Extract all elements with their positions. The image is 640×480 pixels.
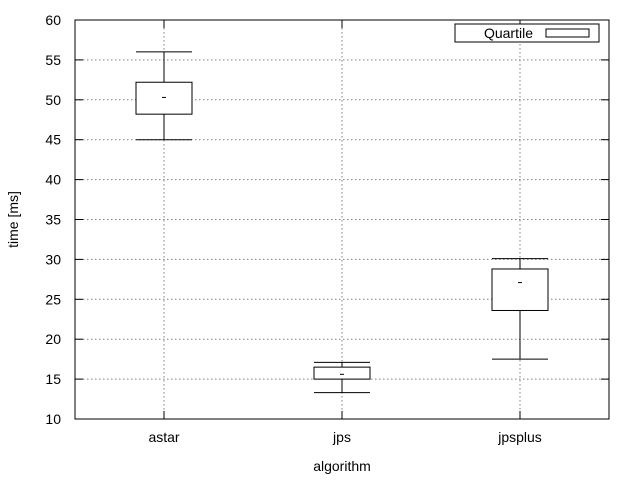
y-axis-title: time [ms] (5, 191, 21, 248)
axis-ticks: 10 15 20 25 30 35 40 45 50 55 60 astar jps jpsplus (45, 12, 609, 445)
quartile-box (313, 366, 371, 380)
y-tick-label: 10 (45, 411, 61, 427)
x-tick-label: jps (332, 429, 351, 445)
legend-swatch (545, 28, 590, 38)
y-tick-label: 30 (45, 251, 61, 267)
y-tick-label: 50 (45, 92, 61, 108)
quartile-box (491, 268, 549, 311)
y-tick-label: 35 (45, 212, 61, 228)
box-astar (135, 51, 193, 141)
x-tick-label: jpsplus (497, 429, 542, 445)
legend: Quartile (454, 23, 600, 43)
box-jps (313, 361, 371, 394)
y-tick-label: 40 (45, 172, 61, 188)
y-tick-label: 15 (45, 371, 61, 387)
y-tick-label: 55 (45, 52, 61, 68)
y-tick-label: 60 (45, 12, 61, 28)
legend-label: Quartile (484, 25, 533, 41)
x-axis-title: algorithm (313, 458, 371, 474)
y-tick-label: 45 (45, 132, 61, 148)
y-tick-label: 25 (45, 291, 61, 307)
x-tick-label: astar (148, 429, 179, 445)
y-tick-label: 20 (45, 331, 61, 347)
quartile-box (135, 81, 193, 115)
box-series (135, 51, 549, 394)
box-jpsplus (491, 258, 549, 360)
